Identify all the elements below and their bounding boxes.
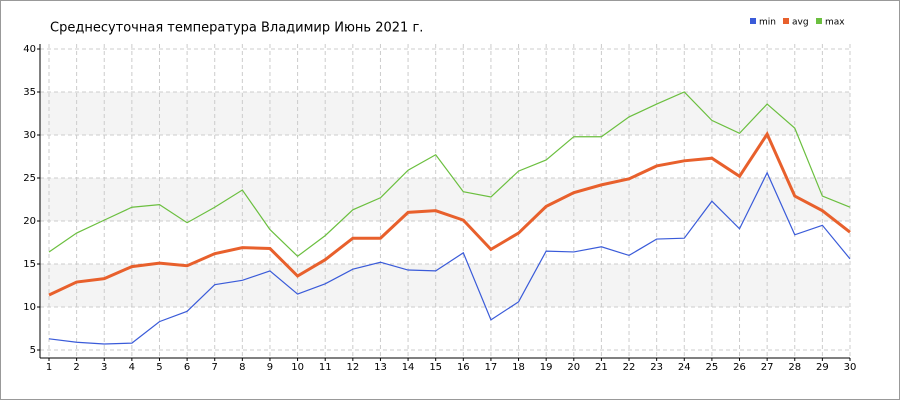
x-tick-label: 8 <box>239 362 245 373</box>
x-tick-label: 28 <box>788 362 801 373</box>
x-tick-label: 24 <box>678 362 691 373</box>
legend-label: min <box>759 18 776 28</box>
y-tick-label: 35 <box>23 87 36 98</box>
x-tick-label: 12 <box>346 362 359 373</box>
x-tick-label: 15 <box>429 362 442 373</box>
x-tick-label: 19 <box>540 362 553 373</box>
legend-label: avg <box>792 18 809 28</box>
x-tick-label: 10 <box>291 362 304 373</box>
legend-label: max <box>825 18 845 28</box>
y-tick-label: 20 <box>23 216 36 227</box>
legend-swatch <box>750 18 756 24</box>
x-tick-label: 30 <box>844 362 857 373</box>
chart-title: Среднесуточная температура Владимир Июнь… <box>50 21 423 36</box>
series-line <box>48 171 851 345</box>
grid-band <box>40 92 850 135</box>
x-tick-label: 4 <box>129 362 135 373</box>
x-tick-label: 7 <box>212 362 218 373</box>
series-line <box>48 91 851 258</box>
grid-band <box>40 264 850 307</box>
x-tick-label: 23 <box>650 362 663 373</box>
x-tick-label: 2 <box>73 362 79 373</box>
y-tick-label: 15 <box>23 259 36 270</box>
x-tick-label: 17 <box>485 362 498 373</box>
x-tick-label: 14 <box>402 362 415 373</box>
y-tick-label: 30 <box>23 130 36 141</box>
x-tick-label: 11 <box>319 362 332 373</box>
x-tick-label: 3 <box>101 362 107 373</box>
legend-swatch <box>816 18 822 24</box>
x-tick-label: 1 <box>46 362 52 373</box>
y-tick-label: 5 <box>30 345 36 356</box>
x-tick-label: 18 <box>512 362 525 373</box>
y-tick-label: 40 <box>23 44 36 55</box>
x-tick-label: 13 <box>374 362 387 373</box>
x-tick-label: 5 <box>156 362 162 373</box>
x-tick-label: 22 <box>623 362 636 373</box>
x-tick-label: 26 <box>733 362 746 373</box>
x-tick-label: 16 <box>457 362 470 373</box>
x-tick-label: 21 <box>595 362 608 373</box>
y-tick-label: 25 <box>23 173 36 184</box>
x-tick-label: 29 <box>816 362 829 373</box>
x-tick-label: 27 <box>761 362 774 373</box>
x-tick-label: 20 <box>567 362 580 373</box>
legend-swatch <box>783 18 789 24</box>
series-line <box>48 131 851 297</box>
y-tick-label: 10 <box>23 302 36 313</box>
x-tick-label: 6 <box>184 362 190 373</box>
x-tick-label: 9 <box>267 362 273 373</box>
x-tick-label: 25 <box>706 362 719 373</box>
